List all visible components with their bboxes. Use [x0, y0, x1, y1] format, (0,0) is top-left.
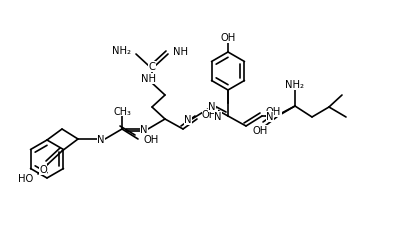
- Text: CH₃: CH₃: [113, 107, 131, 116]
- Text: N: N: [184, 115, 192, 124]
- Text: HO: HO: [18, 173, 33, 183]
- Text: C: C: [148, 62, 156, 72]
- Text: N: N: [266, 112, 274, 121]
- Text: O: O: [39, 164, 47, 174]
- Text: OH: OH: [266, 107, 281, 116]
- Text: OH: OH: [202, 110, 217, 119]
- Text: NH: NH: [173, 47, 188, 57]
- Text: NH₂: NH₂: [285, 80, 304, 90]
- Text: OH: OH: [220, 33, 236, 43]
- Text: N: N: [208, 102, 216, 112]
- Text: NH₂: NH₂: [112, 46, 131, 56]
- Text: OH: OH: [252, 125, 268, 136]
- Text: N: N: [214, 112, 222, 121]
- Text: N: N: [97, 135, 105, 144]
- Text: OH: OH: [143, 135, 158, 144]
- Text: NH: NH: [141, 74, 156, 84]
- Text: N: N: [140, 124, 148, 135]
